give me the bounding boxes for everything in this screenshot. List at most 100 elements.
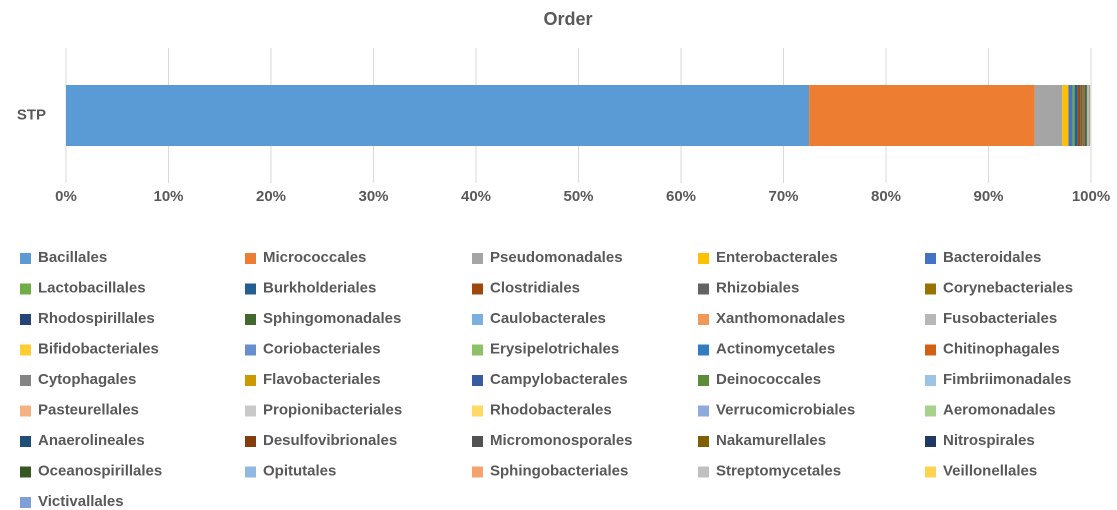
legend-label: Fimbriimonadales — [943, 371, 1071, 388]
legend-swatch — [925, 344, 936, 356]
legend-swatch — [20, 497, 31, 508]
x-tick-label: 40% — [461, 188, 491, 205]
legend-swatch — [472, 314, 483, 325]
legend-swatch — [20, 466, 31, 478]
legend-swatch — [20, 405, 31, 417]
legend-swatch — [698, 375, 709, 386]
legend-label: Sphingomonadales — [263, 310, 401, 327]
legend-swatch — [472, 436, 483, 447]
legend-swatch — [925, 375, 936, 386]
x-tick-label: 100% — [1072, 188, 1110, 205]
legend-label: Deinococcales — [716, 371, 821, 388]
legend-swatch — [20, 344, 31, 356]
legend-label: Caulobacterales — [490, 310, 606, 327]
x-tick-label: 10% — [153, 188, 183, 205]
x-tick-label: 80% — [871, 188, 901, 205]
bar-segment — [1082, 85, 1085, 146]
legend-label: Corynebacteriales — [943, 279, 1073, 296]
legend-swatch — [245, 283, 256, 295]
legend-label: Fusobacteriales — [943, 310, 1057, 327]
chart-title: Order — [543, 9, 592, 29]
bar-segment — [1080, 85, 1083, 146]
legend-swatch — [20, 314, 31, 325]
legend-label: Aeromonadales — [943, 401, 1056, 418]
legend-swatch — [698, 466, 709, 478]
legend-label: Desulfovibrionales — [263, 432, 397, 449]
x-tick-label: 0% — [55, 188, 77, 205]
legend-label: Chitinophagales — [943, 340, 1060, 357]
legend-label: Clostridiales — [490, 279, 580, 296]
bar-segment — [1068, 85, 1073, 146]
legend-swatch — [472, 405, 483, 417]
legend-label: Verrucomicrobiales — [716, 401, 855, 418]
legend-swatch — [925, 466, 936, 478]
legend-swatch — [472, 375, 483, 386]
legend-swatch — [472, 253, 483, 264]
legend-label: Victivallales — [38, 493, 124, 510]
legend-swatch — [472, 466, 483, 478]
x-tick-label: 70% — [768, 188, 798, 205]
legend-label: Pseudomonadales — [490, 249, 623, 266]
legend-label: Veillonellales — [943, 462, 1037, 479]
legend-label: Burkholderiales — [263, 279, 376, 296]
legend-label: Coriobacteriales — [263, 340, 381, 357]
legend-label: Oceanospirillales — [38, 462, 162, 479]
legend-label: Nakamurellales — [716, 432, 826, 449]
bar-segment — [1072, 85, 1075, 146]
legend-label: Sphingobacteriales — [490, 462, 628, 479]
bar-segment — [1062, 85, 1069, 146]
bar-segment — [1084, 85, 1086, 146]
bar-segment — [1085, 85, 1087, 146]
legend-swatch — [698, 405, 709, 417]
bar-segment — [809, 85, 1035, 146]
legend-swatch — [245, 405, 256, 417]
legend-label: Micrococcales — [263, 249, 366, 266]
legend-label: Campylobacterales — [490, 371, 628, 388]
legend-swatch — [925, 314, 936, 325]
x-tick-label: 20% — [256, 188, 286, 205]
legend-swatch — [925, 405, 936, 417]
legend-label: Propionibacteriales — [263, 401, 402, 418]
legend-swatch — [472, 344, 483, 356]
bar-segment — [1034, 85, 1063, 146]
legend-swatch — [20, 436, 31, 447]
x-tick-label: 50% — [563, 188, 593, 205]
legend-label: Rhodospirillales — [38, 310, 155, 327]
legend-swatch — [698, 344, 709, 356]
legend-label: Cytophagales — [38, 371, 136, 388]
legend-swatch — [20, 283, 31, 295]
legend-swatch — [925, 283, 936, 295]
legend-swatch — [20, 375, 31, 386]
legend-label: Actinomycetales — [716, 340, 835, 357]
legend-swatch — [698, 436, 709, 447]
y-tick-label: STP — [17, 106, 46, 123]
legend-swatch — [925, 436, 936, 447]
x-tick-label: 90% — [973, 188, 1003, 205]
legend-swatch — [698, 283, 709, 295]
legend-label: Opitutales — [263, 462, 336, 479]
bar-segment — [1077, 85, 1081, 146]
legend-label: Rhodobacterales — [490, 401, 612, 418]
legend-swatch — [698, 314, 709, 325]
x-tick-label: 30% — [358, 188, 388, 205]
legend-label: Lactobacillales — [38, 279, 146, 296]
legend-label: Enterobacterales — [716, 249, 838, 266]
legend-label: Nitrospirales — [943, 432, 1035, 449]
x-tick-label: 60% — [666, 188, 696, 205]
legend-label: Xanthomonadales — [716, 310, 845, 327]
legend-swatch — [245, 314, 256, 325]
legend-label: Micromonosporales — [490, 432, 633, 449]
bar-segment — [1074, 85, 1078, 146]
legend-swatch — [472, 283, 483, 295]
bar-segment — [1086, 85, 1088, 146]
legend-swatch — [925, 253, 936, 264]
legend-swatch — [245, 253, 256, 264]
legend-label: Anaerolineales — [38, 432, 145, 449]
legend-swatch — [245, 344, 256, 356]
legend-label: Rhizobiales — [716, 279, 799, 296]
legend-swatch — [245, 436, 256, 447]
legend-swatch — [245, 466, 256, 478]
legend-swatch — [245, 375, 256, 386]
legend-swatch — [698, 253, 709, 264]
